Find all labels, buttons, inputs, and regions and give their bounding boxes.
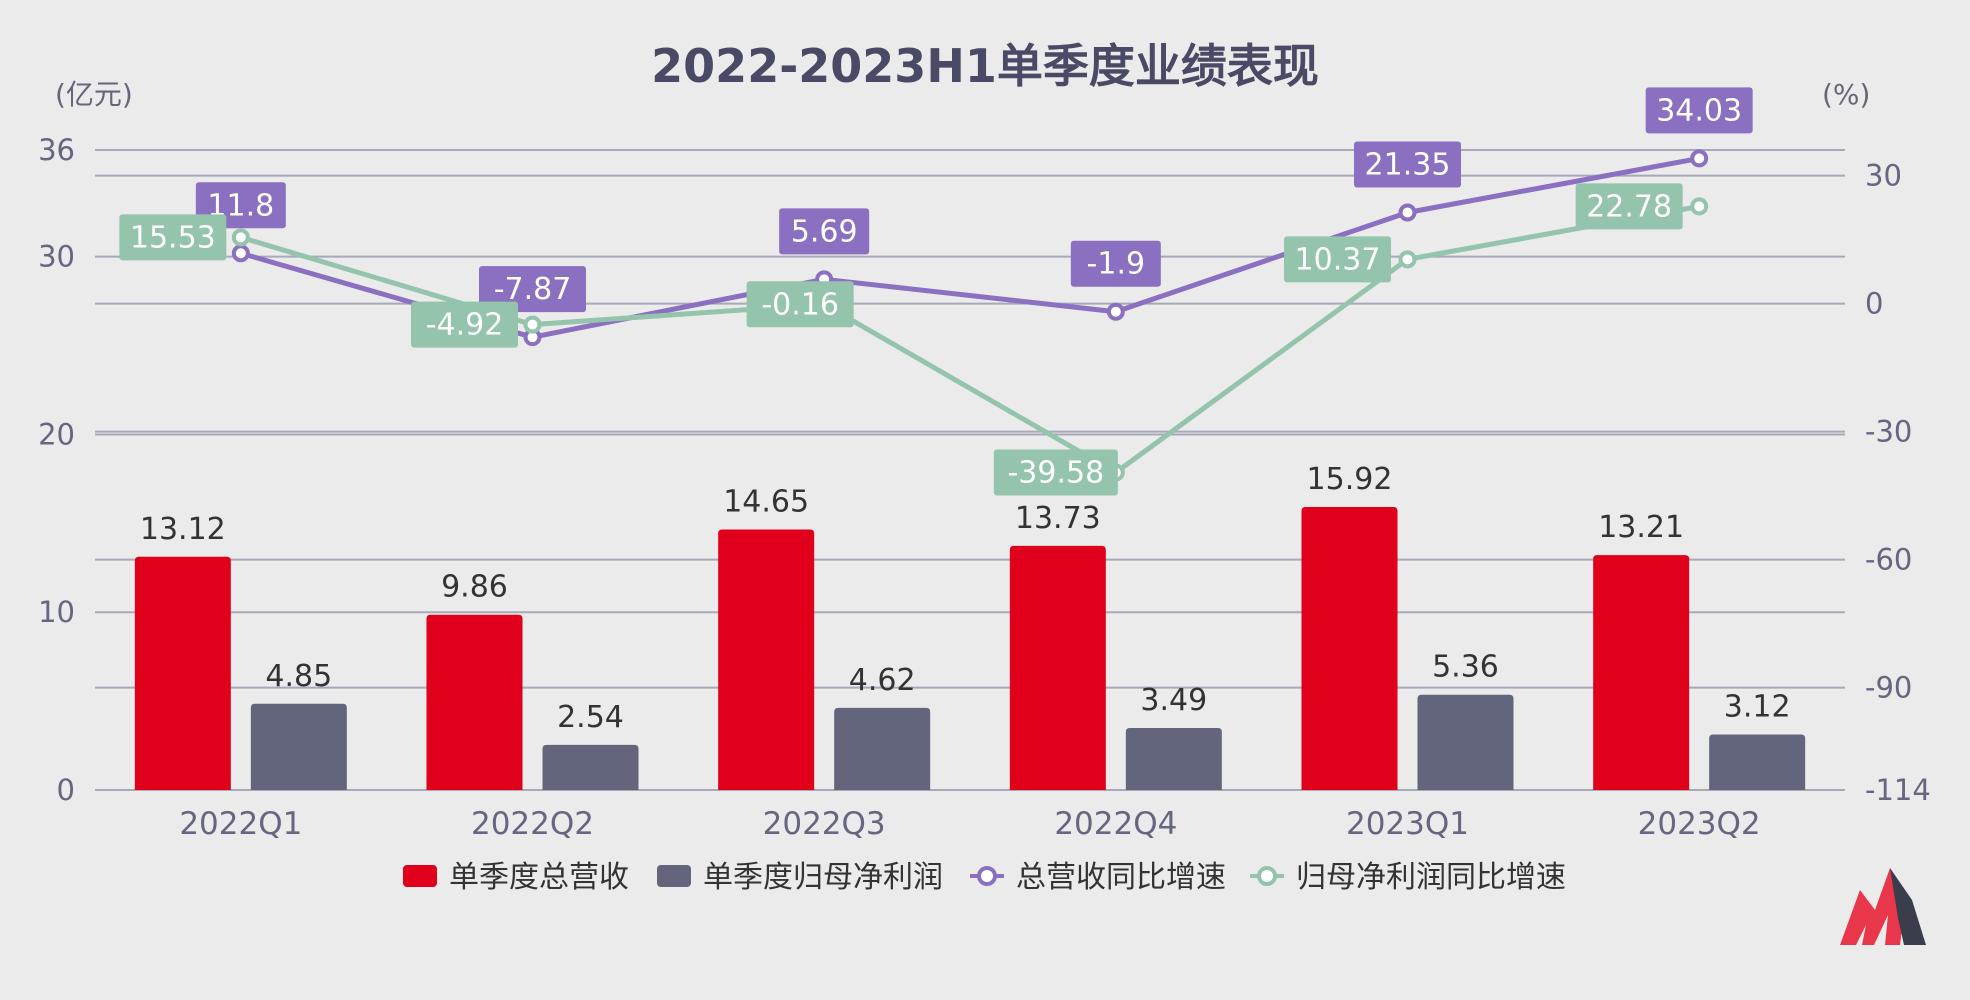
x-tick-label: 2022Q3 <box>763 806 886 842</box>
line-point <box>231 228 250 247</box>
data-tag-box <box>779 208 870 255</box>
line-point <box>523 315 542 334</box>
left-tick-label: 10 <box>38 595 75 629</box>
data-tag-label: 21.35 <box>1365 148 1451 183</box>
line-point <box>231 244 250 263</box>
x-tick-label: 2023Q2 <box>1638 806 1761 842</box>
data-tag-box <box>119 214 227 261</box>
bar-value-label: 13.21 <box>1598 510 1684 545</box>
left-tick-label: 0 <box>57 773 75 807</box>
data-tag-box <box>1070 240 1161 287</box>
data-tag-box <box>1354 141 1461 188</box>
bar <box>1009 545 1106 790</box>
bar-value-label: 9.86 <box>441 570 508 605</box>
data-tag-label: -7.87 <box>494 272 572 307</box>
data-tag-label: -0.16 <box>761 287 839 322</box>
bar <box>250 703 347 790</box>
right-tick-label: 0 <box>1865 287 1883 321</box>
left-axis: 0 10 20 30 36 <box>38 133 75 807</box>
right-axis-unit: (%) <box>1822 78 1870 111</box>
bar <box>834 707 931 790</box>
data-tag-label: 10.37 <box>1295 242 1381 277</box>
data-tag-label: -4.92 <box>426 308 504 343</box>
data-tag-box <box>1284 236 1391 283</box>
bar-value-label: 14.65 <box>723 485 809 520</box>
bar <box>1301 506 1398 790</box>
data-tag-box <box>411 301 518 348</box>
bar-value-label: 4.62 <box>849 663 916 698</box>
bar <box>426 614 523 790</box>
bar-value-label: 4.85 <box>265 659 332 694</box>
bar-value-label: 15.92 <box>1307 462 1393 497</box>
x-tick-label: 2023Q1 <box>1346 806 1469 842</box>
x-axis: 2022Q1 2022Q2 2022Q3 2022Q4 2023Q1 2023Q2 <box>179 806 1760 842</box>
legend-swatch <box>403 865 437 887</box>
right-tick-label: -114 <box>1865 773 1931 807</box>
logo-mark-red <box>1840 868 1905 945</box>
line-point <box>1690 149 1709 168</box>
data-tag-box <box>1645 87 1753 134</box>
left-tick-label: 30 <box>38 240 75 274</box>
data-tag-label: 5.69 <box>791 214 858 249</box>
data-tag-label: -1.9 <box>1087 247 1146 282</box>
gridlines <box>95 149 1845 791</box>
right-axis: 30 0 -30 -60 -90 -114 <box>1865 159 1931 807</box>
legend-swatch <box>657 865 691 887</box>
bar <box>134 556 231 790</box>
left-tick-label: 20 <box>38 417 75 451</box>
bar-value-label: 3.12 <box>1724 690 1791 725</box>
right-tick-label: -60 <box>1865 543 1912 577</box>
line-point <box>1106 302 1125 321</box>
data-tag-box <box>746 281 854 328</box>
x-tick-label: 2022Q4 <box>1054 806 1177 842</box>
bar-value-label: 13.12 <box>140 512 226 547</box>
bar-value-label: 3.49 <box>1140 683 1207 718</box>
x-tick-label: 2022Q2 <box>471 806 594 842</box>
data-tag-box <box>479 266 586 313</box>
data-tag-box <box>1575 183 1683 230</box>
data-tag-box <box>993 449 1118 496</box>
bar-value-label: 2.54 <box>557 700 624 735</box>
brand-logo <box>1840 868 1926 945</box>
x-tick-label: 2022Q1 <box>179 806 302 842</box>
bar-value-label: 5.36 <box>1432 650 1499 685</box>
bars: 13.12 9.86 14.65 13.73 15.92 13.21 4.85 2.54 4.6… <box>134 462 1806 790</box>
data-tag-label: 34.03 <box>1656 93 1742 128</box>
data-tag-label: 15.53 <box>130 220 216 255</box>
legend-marker <box>1257 866 1277 886</box>
right-tick-label: 30 <box>1865 159 1902 193</box>
chart-title: 2022-2023H1单季度业绩表现 <box>651 39 1319 93</box>
bar <box>1593 555 1690 790</box>
left-tick-label: 36 <box>38 133 75 167</box>
line-point <box>1398 250 1417 269</box>
line-point <box>1398 203 1417 222</box>
lines: 11.8-7.875.69-1.921.3534.0315.53-4.92-0.… <box>119 87 1753 496</box>
left-axis-unit: (亿元) <box>55 78 133 111</box>
legend: 单季度总营收 单季度归母净利润 总营收同比增速 归母净利润同比增速 <box>403 860 1566 895</box>
line-point <box>1690 197 1709 216</box>
data-tag-label: 22.78 <box>1586 189 1672 224</box>
bar <box>542 744 639 790</box>
bar-value-label: 13.73 <box>1015 501 1101 536</box>
right-tick-label: -30 <box>1865 415 1912 449</box>
bar <box>1125 727 1222 790</box>
bar <box>1709 734 1806 790</box>
legend-marker <box>977 866 997 886</box>
legend-label: 单季度总营收 <box>449 860 629 895</box>
legend-label: 归母净利润同比增速 <box>1296 860 1566 895</box>
bar <box>1417 694 1514 790</box>
bar <box>718 529 815 790</box>
data-tag-label: -39.58 <box>1007 455 1104 490</box>
right-tick-label: -90 <box>1865 671 1912 705</box>
legend-label: 单季度归母净利润 <box>703 860 943 895</box>
logo-mark-dark <box>1890 868 1926 945</box>
legend-label: 总营收同比增速 <box>1016 860 1226 895</box>
